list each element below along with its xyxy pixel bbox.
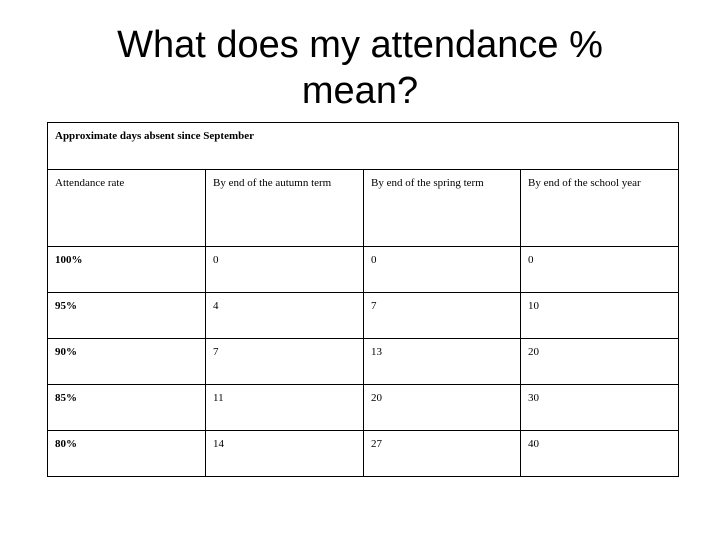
- table-caption-row: Approximate days absent since September: [46, 122, 680, 170]
- autumn-cell: 11: [205, 384, 364, 431]
- header-spring-term: By end of the spring term: [363, 169, 521, 247]
- year-cell: 20: [519, 338, 680, 385]
- spring-cell: 0: [363, 246, 521, 293]
- autumn-cell: 7: [205, 338, 364, 385]
- rate-cell: 95%: [47, 292, 206, 339]
- autumn-cell: 0: [205, 246, 364, 293]
- table-row: 80% 14 27 40: [47, 430, 680, 477]
- header-autumn-term: By end of the autumn term: [205, 169, 364, 247]
- table-caption: Approximate days absent since September: [46, 122, 680, 170]
- year-cell: 30: [519, 384, 680, 431]
- header-attendance-rate: Attendance rate: [47, 169, 206, 247]
- spring-cell: 27: [363, 430, 521, 477]
- autumn-cell: 14: [205, 430, 364, 477]
- attendance-table: Approximate days absent since September …: [46, 122, 680, 477]
- autumn-cell: 4: [205, 292, 364, 339]
- spring-cell: 13: [363, 338, 521, 385]
- table-row: 100% 0 0 0: [47, 246, 680, 293]
- table-row: 95% 4 7 10: [47, 292, 680, 339]
- year-cell: 10: [519, 292, 680, 339]
- rate-cell: 80%: [47, 430, 206, 477]
- header-school-year: By end of the school year: [519, 169, 680, 247]
- table-row: 90% 7 13 20: [47, 338, 680, 385]
- table-header-row: Attendance rate By end of the autumn ter…: [47, 169, 680, 247]
- table-row: 85% 11 20 30: [47, 384, 680, 431]
- rate-cell: 85%: [47, 384, 206, 431]
- year-cell: 0: [519, 246, 680, 293]
- rate-cell: 100%: [47, 246, 206, 293]
- rate-cell: 90%: [47, 338, 206, 385]
- slide-title: What does my attendance % mean?: [117, 24, 603, 112]
- year-cell: 40: [519, 430, 680, 477]
- spring-cell: 20: [363, 384, 521, 431]
- spring-cell: 7: [363, 292, 521, 339]
